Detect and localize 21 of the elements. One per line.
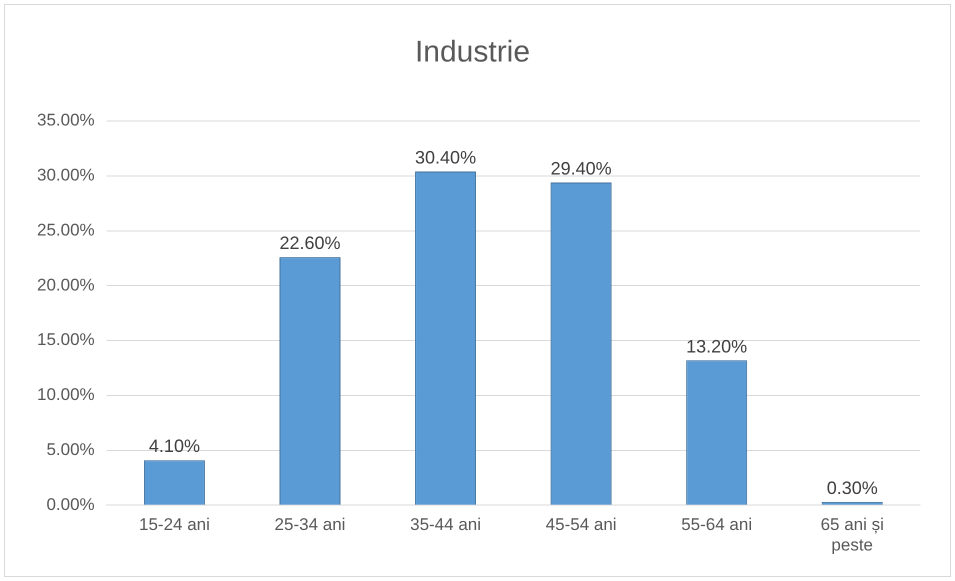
data-label: 22.60%	[279, 233, 341, 254]
y-tick-label: 25.00%	[36, 220, 95, 240]
x-tick-label: 25-34 ani	[274, 515, 346, 534]
x-tick-label: 45-54 ani	[546, 515, 617, 534]
x-tick-label: 15-24 ani	[138, 515, 210, 534]
x-tick-label: 55-64 ani	[681, 515, 752, 534]
data-label: 0.30%	[826, 478, 878, 498]
data-label: 29.40%	[550, 158, 612, 178]
y-tick-label: 5.00%	[46, 440, 95, 459]
y-tick-label: 35.00%	[36, 110, 95, 130]
data-label: 30.40%	[415, 147, 476, 168]
x-tick-label: 35-44 ani	[410, 515, 481, 534]
y-tick-label: 15.00%	[36, 330, 95, 350]
data-label: 4.10%	[148, 436, 200, 456]
y-tick-label: 20.00%	[36, 275, 95, 294]
chart-title: Industrie	[414, 35, 530, 68]
y-tick-label: 30.00%	[36, 166, 95, 185]
y-tick-label: 0.00%	[46, 494, 95, 514]
y-tick-label: 10.00%	[36, 385, 95, 404]
x-tick-label: 65 ani și peste	[820, 515, 884, 554]
data-label: 13.20%	[686, 336, 748, 356]
